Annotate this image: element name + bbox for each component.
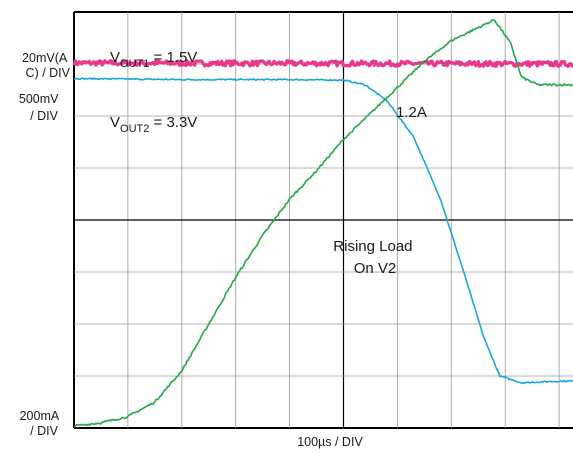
series-trace-3 xyxy=(73,19,573,428)
scope-grid xyxy=(74,12,573,428)
ch3-scale-label: 200mA / DIV xyxy=(20,409,62,438)
annotation-rising-load: Rising Load On V2 xyxy=(333,238,416,277)
annotation-current: 1.2A xyxy=(396,104,427,121)
x-axis-label: 100µs / DIV xyxy=(297,435,363,449)
ch1-scale-label: 20mV(A C) / DIV xyxy=(22,51,71,80)
series-trace-1 xyxy=(72,59,573,68)
series-trace-2 xyxy=(73,77,573,385)
series-label-vout2: VOUT2 = 3.3V xyxy=(110,114,197,135)
series-label-vout1: VOUT1 = 1.5V xyxy=(110,49,197,70)
ch2-scale-label: 500mV / DIV xyxy=(19,92,62,123)
scope-traces xyxy=(72,19,573,428)
